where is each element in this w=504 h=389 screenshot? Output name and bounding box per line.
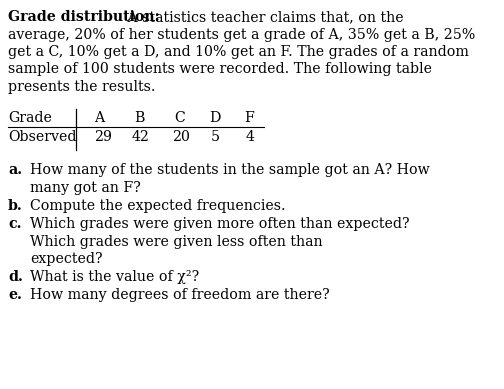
- Text: Observed: Observed: [8, 130, 77, 144]
- Text: F: F: [244, 112, 254, 126]
- Text: 20: 20: [172, 130, 190, 144]
- Text: Grade distribution:: Grade distribution:: [8, 10, 160, 24]
- Text: get a C, 10% get a D, and 10% get an F. The grades of a random: get a C, 10% get a D, and 10% get an F. …: [8, 45, 469, 59]
- Text: expected?: expected?: [30, 252, 102, 266]
- Text: e.: e.: [8, 288, 22, 302]
- Text: C: C: [174, 112, 185, 126]
- Text: 42: 42: [132, 130, 150, 144]
- Text: average, 20% of her students get a grade of A, 35% get a B, 25%: average, 20% of her students get a grade…: [8, 28, 475, 42]
- Text: How many of the students in the sample got an A? How: How many of the students in the sample g…: [30, 163, 430, 177]
- Text: Which grades were given more often than expected?: Which grades were given more often than …: [30, 217, 409, 231]
- Text: presents the results.: presents the results.: [8, 80, 156, 94]
- Text: Which grades were given less often than: Which grades were given less often than: [30, 235, 323, 249]
- Text: Compute the expected frequencies.: Compute the expected frequencies.: [30, 199, 286, 213]
- Text: d.: d.: [8, 270, 23, 284]
- Text: Grade: Grade: [8, 112, 52, 126]
- Text: A statistics teacher claims that, on the: A statistics teacher claims that, on the: [123, 10, 404, 24]
- Text: B: B: [134, 112, 145, 126]
- Text: A: A: [94, 112, 104, 126]
- Text: 29: 29: [94, 130, 112, 144]
- Text: a.: a.: [8, 163, 22, 177]
- Text: b.: b.: [8, 199, 23, 213]
- Text: many got an F?: many got an F?: [30, 181, 141, 195]
- Text: 5: 5: [211, 130, 220, 144]
- Text: 4: 4: [246, 130, 255, 144]
- Text: D: D: [209, 112, 221, 126]
- Text: c.: c.: [8, 217, 22, 231]
- Text: How many degrees of freedom are there?: How many degrees of freedom are there?: [30, 288, 330, 302]
- Text: What is the value of χ²?: What is the value of χ²?: [30, 270, 199, 284]
- Text: sample of 100 students were recorded. The following table: sample of 100 students were recorded. Th…: [8, 63, 432, 77]
